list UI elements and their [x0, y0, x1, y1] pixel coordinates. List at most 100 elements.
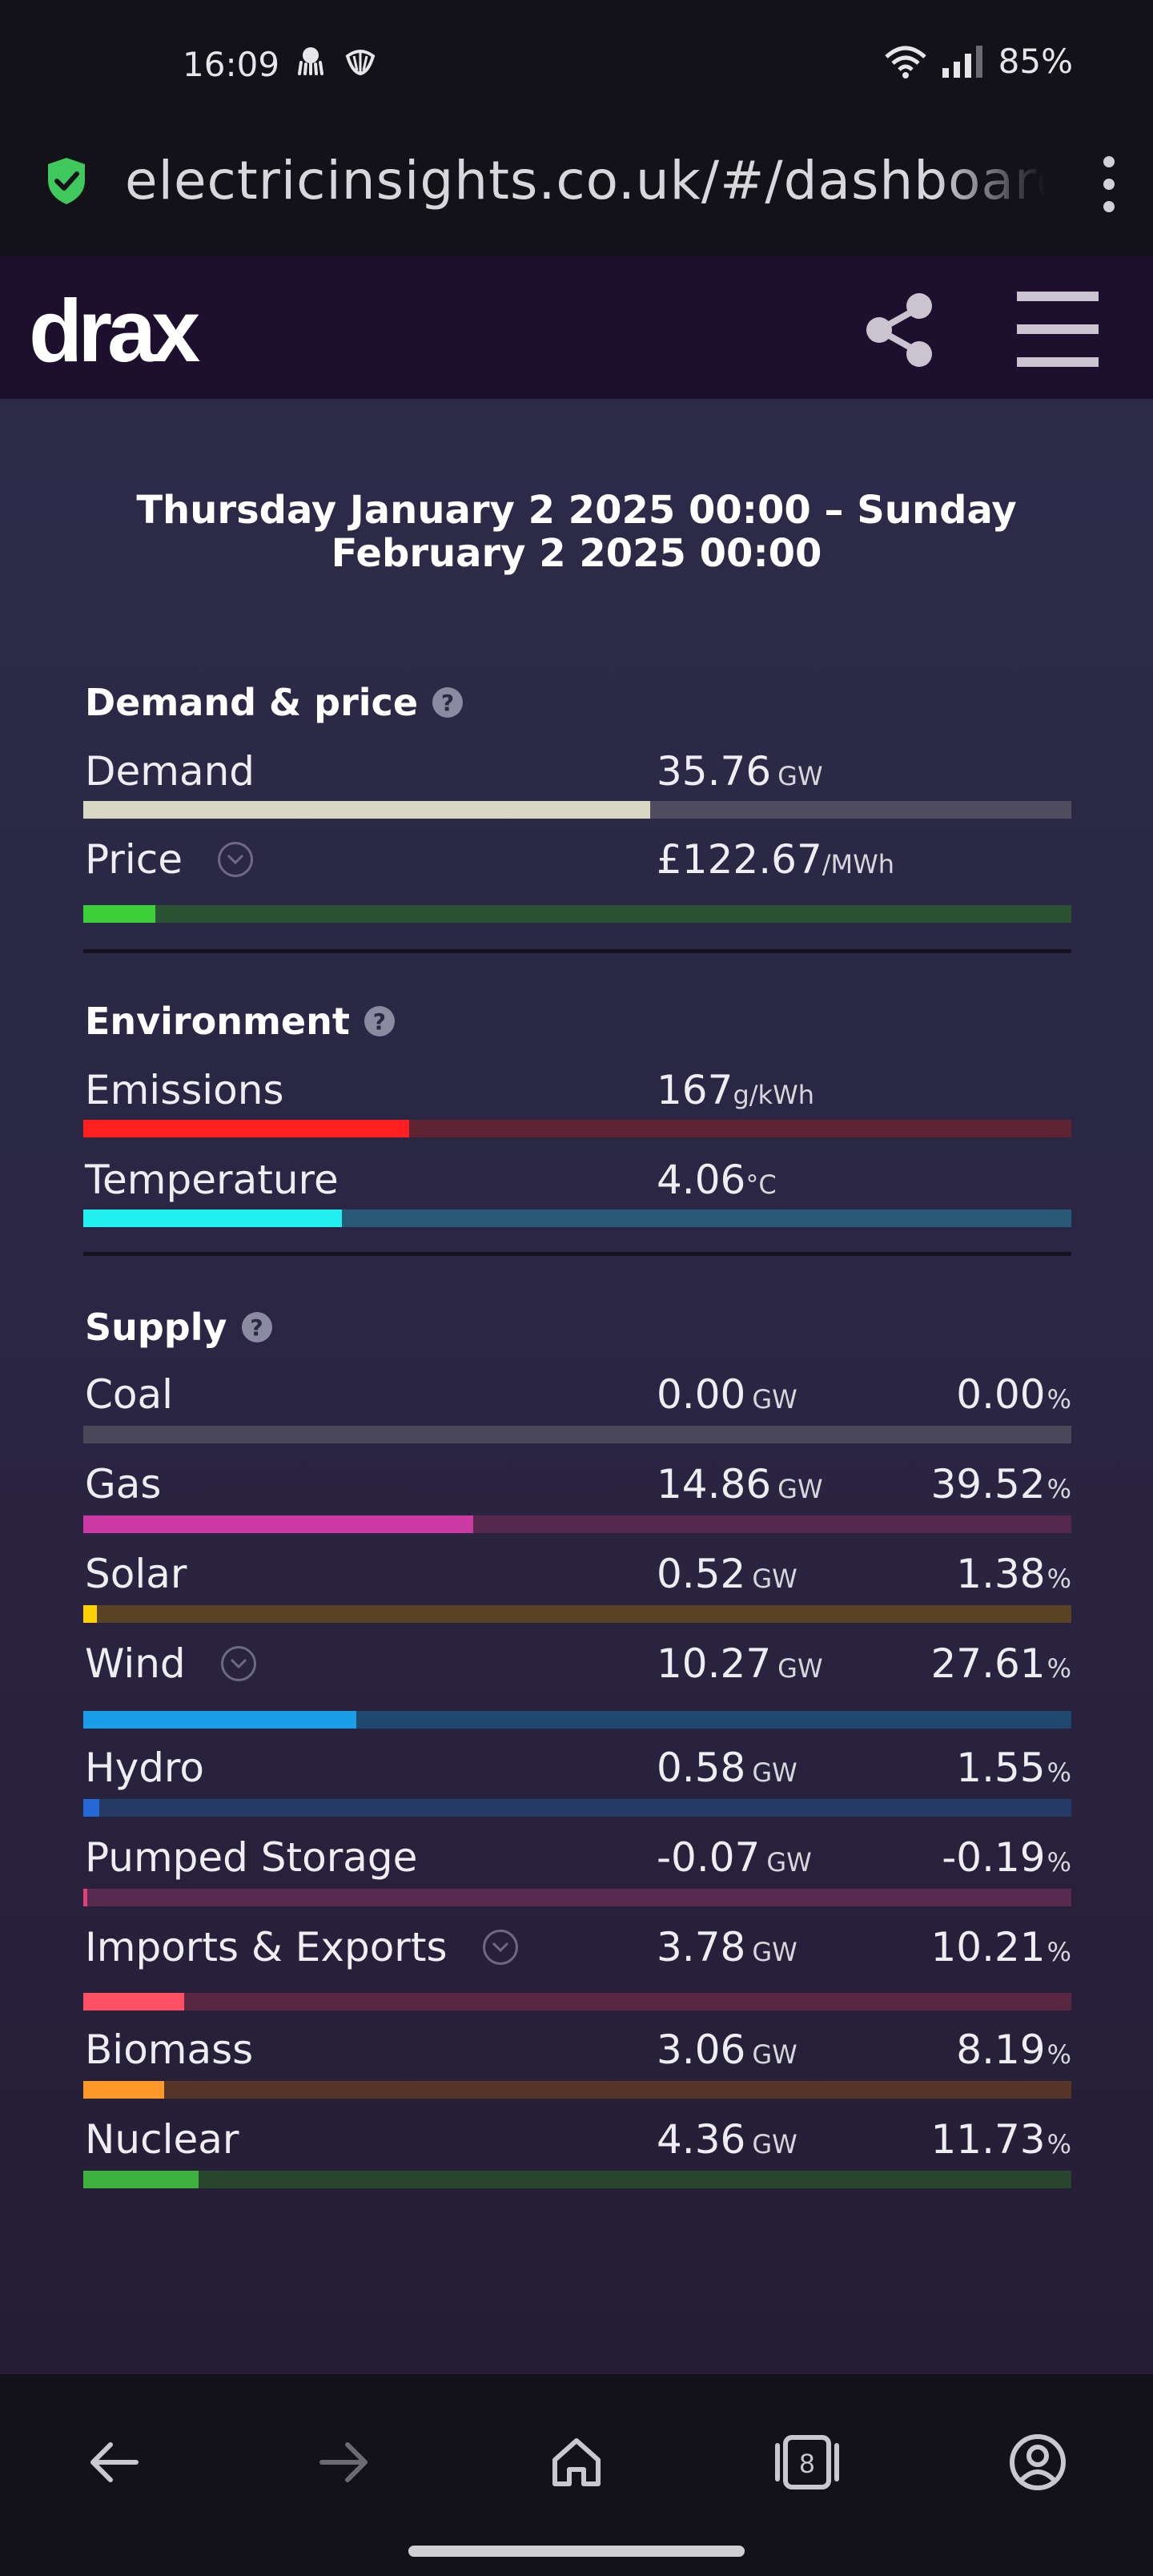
metric-label: Hydro — [85, 1745, 204, 1791]
metric-bar — [83, 1889, 1071, 1906]
metric-bar-fill — [83, 1993, 184, 2010]
metric-bar-fill — [83, 2081, 165, 2099]
metric-percent: -0.19 — [942, 1834, 1046, 1881]
metric-unit: GW — [766, 1847, 812, 1878]
section-divider — [83, 1252, 1071, 1256]
browser-url-bar[interactable]: electricinsights.co.uk/#/dashboard — [0, 132, 1153, 256]
battery-level: 85% — [998, 42, 1073, 81]
metric-bar-fill — [83, 801, 651, 819]
metric-value: 3.78 — [657, 1924, 746, 1970]
arrow-left-icon — [90, 2442, 139, 2482]
status-time: 16:09 — [183, 45, 280, 84]
tabs-button[interactable]: 8 — [767, 2422, 847, 2502]
metric-percent: 11.73 — [930, 2116, 1046, 2163]
metric-label: Nuclear — [85, 2116, 239, 2163]
chevron-down-icon[interactable] — [482, 1930, 518, 1965]
metric-percent: 8.19 — [956, 2027, 1046, 2073]
metric-bar — [83, 1605, 1071, 1623]
shell-notification-icon — [345, 50, 376, 76]
metric-bar — [83, 1799, 1071, 1817]
home-indicator[interactable] — [408, 2546, 745, 2557]
metric-bar — [83, 2081, 1071, 2099]
help-icon[interactable]: ? — [241, 1312, 272, 1342]
secure-shield-icon[interactable] — [45, 156, 88, 206]
percent-unit: % — [1047, 1384, 1071, 1415]
help-icon[interactable]: ? — [432, 687, 464, 718]
metric-label: Solar — [85, 1551, 187, 1597]
metric-bar-fill — [83, 905, 156, 923]
metric-label: Price — [85, 836, 183, 883]
metric-percent: 39.52 — [930, 1461, 1046, 1507]
metric-bar-fill — [83, 1515, 474, 1533]
metric-label: Temperature — [85, 1157, 339, 1203]
chevron-down-icon[interactable] — [217, 842, 253, 877]
metric-bar — [83, 1426, 1071, 1443]
tab-count: 8 — [800, 2449, 815, 2479]
percent-unit: % — [1047, 2129, 1071, 2159]
account-button[interactable] — [998, 2422, 1078, 2502]
metric-value: 167 — [657, 1067, 733, 1113]
metric-label: Emissions — [85, 1067, 284, 1113]
help-icon[interactable]: ? — [364, 1006, 395, 1036]
metric-percent: 0.00 — [956, 1371, 1046, 1418]
metric-unit: GW — [752, 1937, 797, 1967]
metric-unit: GW — [752, 1384, 797, 1415]
metric-label: Imports & Exports — [85, 1924, 448, 1970]
metric-percent: 27.61 — [930, 1640, 1046, 1687]
url-text[interactable]: electricinsights.co.uk/#/dashboard — [125, 150, 1046, 211]
metric-value: 10.27 — [657, 1640, 772, 1687]
forward-button[interactable] — [304, 2422, 384, 2502]
metric-bar-fill — [83, 2171, 199, 2188]
metric-bar — [83, 1120, 1071, 1137]
metric-percent: 1.38 — [956, 1551, 1046, 1597]
home-icon — [552, 2438, 601, 2486]
metric-bar — [83, 1711, 1071, 1729]
metric-value: 14.86 — [657, 1461, 772, 1507]
metric-unit: /MWh — [822, 849, 895, 879]
browser-menu-icon[interactable] — [1097, 156, 1121, 212]
section-title-supply: Supply ? — [85, 1306, 272, 1349]
chevron-down-icon[interactable] — [220, 1646, 256, 1681]
wifi-icon — [884, 46, 926, 78]
home-button[interactable] — [536, 2422, 617, 2502]
metric-bar-fill — [83, 1210, 343, 1227]
percent-unit: % — [1047, 1564, 1071, 1594]
account-icon — [1010, 2434, 1066, 2490]
metric-bar-fill — [83, 1120, 410, 1137]
signal-icon — [942, 45, 982, 78]
metric-label: Coal — [85, 1371, 174, 1418]
drax-logo[interactable]: drax — [29, 282, 200, 380]
percent-unit: % — [1047, 2039, 1071, 2070]
metric-unit: GW — [752, 2129, 797, 2159]
metric-unit: GW — [777, 1653, 823, 1684]
metric-unit: GW — [752, 2039, 797, 2070]
metric-bar-fill — [83, 1889, 87, 1906]
arrow-right-icon — [319, 2442, 368, 2482]
section-title-demand-price: Demand & price ? — [85, 681, 464, 724]
metric-label: Biomass — [85, 2027, 254, 2073]
metric-bar — [83, 801, 1071, 819]
system-icons: 85% — [883, 42, 1073, 81]
metric-bar — [83, 1515, 1071, 1533]
metric-bar — [83, 1210, 1071, 1227]
percent-unit: % — [1047, 1474, 1071, 1504]
date-range-title[interactable]: Thursday January 2 2025 00:00 – Sunday F… — [136, 488, 1017, 576]
status-bar: 16:09 85% — [0, 0, 1153, 132]
metric-bar — [83, 905, 1071, 923]
section-title-environment: Environment ? — [85, 1000, 395, 1043]
hamburger-menu-icon[interactable] — [1017, 292, 1099, 367]
metric-value: 4.36 — [657, 2116, 746, 2163]
metric-percent: 1.55 — [956, 1745, 1046, 1791]
metric-label: Gas — [85, 1461, 162, 1507]
octopus-notification-icon — [298, 47, 323, 75]
metric-unit: GW — [777, 1474, 823, 1504]
metric-value: £122.67 — [657, 836, 822, 883]
percent-unit: % — [1047, 1937, 1071, 1967]
tabs-icon: 8 — [775, 2435, 839, 2489]
section-divider — [83, 949, 1071, 953]
metric-unit: GW — [752, 1757, 797, 1788]
metric-value: 3.06 — [657, 2027, 746, 2073]
share-icon[interactable] — [862, 292, 938, 368]
metric-unit: °C — [745, 1169, 777, 1200]
back-button[interactable] — [74, 2422, 154, 2502]
